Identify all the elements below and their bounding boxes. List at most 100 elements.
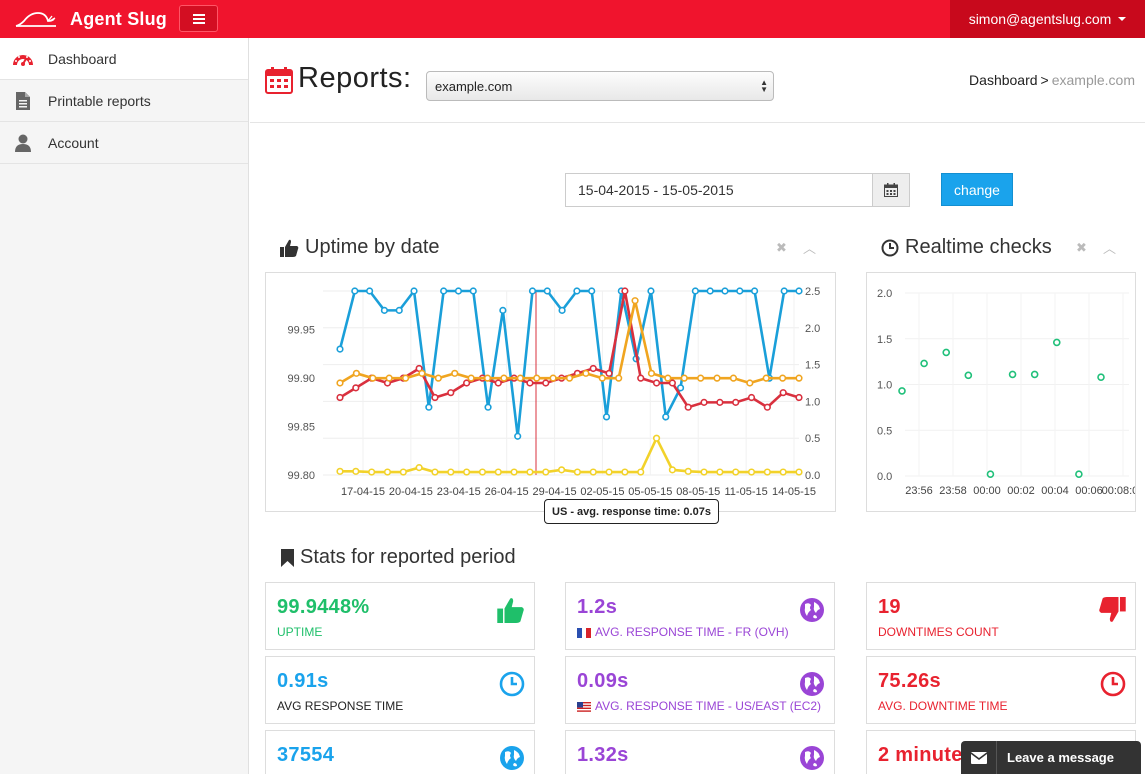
data-point bbox=[964, 371, 973, 380]
data-point bbox=[747, 393, 756, 402]
stat-value: 19 bbox=[878, 596, 901, 618]
data-point bbox=[500, 374, 508, 382]
close-icon[interactable]: ✖ bbox=[1076, 240, 1087, 255]
chart-tooltip: US - avg. response time: 0.07s bbox=[544, 499, 719, 524]
data-point bbox=[684, 403, 692, 411]
user-menu[interactable]: simon@agentslug.com bbox=[950, 0, 1145, 38]
right-axis-tick-label: 2.0 bbox=[805, 323, 820, 335]
thumbs-up-icon bbox=[497, 597, 525, 628]
stat-label-text: AVG. RESPONSE TIME - FR (OVH) bbox=[595, 625, 789, 639]
data-point bbox=[588, 287, 596, 295]
data-point bbox=[440, 287, 448, 295]
change-date-button[interactable]: change bbox=[941, 173, 1013, 206]
data-point bbox=[721, 287, 729, 295]
stat-value: 1.2s bbox=[577, 596, 618, 618]
data-point bbox=[352, 369, 360, 377]
data-point bbox=[647, 287, 655, 295]
data-point bbox=[668, 379, 676, 387]
page-header: Reports: example.com ▲ ▼ Dashboard > exampl… bbox=[250, 38, 1145, 123]
dashboard-gauge-icon bbox=[12, 49, 34, 69]
data-point bbox=[336, 345, 344, 353]
data-point bbox=[418, 369, 426, 377]
realtime-chart: 0.0 0.5 1.0 1.5 2.0 23:56 23:58 00:00 00:02 00:04… bbox=[877, 288, 1144, 497]
data-point bbox=[542, 468, 550, 476]
data-point bbox=[716, 398, 724, 406]
data-point bbox=[1030, 370, 1039, 379]
stat-card: 0.09s AVG. RESPONSE TIME - US/EAST (EC2) bbox=[565, 656, 835, 724]
stat-card: 1.32s bbox=[565, 730, 835, 774]
data-point bbox=[779, 374, 787, 382]
data-point bbox=[484, 403, 492, 411]
series-line-2 bbox=[339, 300, 799, 385]
stat-value: 0.91s bbox=[277, 670, 329, 692]
data-point bbox=[621, 468, 629, 476]
bookmark-icon bbox=[281, 548, 294, 567]
data-point bbox=[395, 306, 403, 314]
data-point bbox=[467, 374, 475, 382]
data-point bbox=[573, 468, 582, 476]
data-point bbox=[415, 464, 423, 472]
y-axis-tick-label: 2.0 bbox=[877, 288, 892, 300]
data-point bbox=[447, 468, 455, 476]
data-point bbox=[637, 468, 645, 476]
data-point bbox=[383, 468, 392, 476]
menu-toggle-button[interactable] bbox=[179, 5, 218, 32]
x-axis-tick-label: 11-05-15 bbox=[725, 486, 768, 498]
right-axis-tick-label: 1.0 bbox=[805, 396, 820, 408]
sidebar-item-dashboard[interactable]: Dashboard bbox=[0, 38, 248, 80]
breadcrumb-dashboard-link[interactable]: Dashboard bbox=[969, 72, 1038, 88]
data-point bbox=[352, 467, 360, 475]
leave-message-button[interactable]: Leave a message bbox=[961, 741, 1141, 774]
user-icon bbox=[12, 133, 34, 153]
breadcrumb-current: example.com bbox=[1051, 72, 1135, 88]
date-picker-button[interactable] bbox=[872, 173, 910, 207]
data-point bbox=[706, 287, 714, 295]
data-point bbox=[700, 398, 708, 406]
left-axis-tick-label: 99.85 bbox=[287, 422, 315, 434]
realtime-panel-title: Realtime checks bbox=[881, 236, 1052, 259]
data-point bbox=[746, 379, 754, 387]
x-axis-tick-label: 00:02 bbox=[1007, 485, 1035, 497]
data-point bbox=[637, 374, 645, 382]
data-point bbox=[779, 468, 787, 476]
sidebar-item-printable-reports[interactable]: Printable reports bbox=[0, 80, 248, 122]
data-point bbox=[549, 374, 557, 382]
data-point bbox=[401, 374, 410, 382]
collapse-icon[interactable]: ︿ bbox=[1103, 241, 1117, 256]
data-point bbox=[514, 432, 522, 440]
envelope-icon bbox=[961, 741, 997, 774]
y-axis-tick-label: 1.0 bbox=[877, 380, 892, 392]
date-range-input[interactable]: 15-04-2015 - 15-05-2015 bbox=[565, 173, 873, 207]
x-axis-tick-label: 14-05-15 bbox=[772, 486, 816, 498]
sidebar-item-account[interactable]: Account bbox=[0, 122, 248, 164]
close-icon[interactable]: ✖ bbox=[776, 240, 787, 255]
data-point bbox=[558, 306, 566, 314]
site-select[interactable]: example.com ▲ ▼ bbox=[426, 71, 774, 101]
x-axis-tick-label: 23-04-15 bbox=[437, 486, 481, 498]
brand[interactable]: Agent Slug bbox=[14, 0, 167, 38]
stat-value: 99.9448% bbox=[277, 596, 370, 618]
breadcrumb-separator: > bbox=[1040, 72, 1049, 88]
data-point bbox=[483, 374, 492, 382]
caret-down-icon bbox=[1118, 17, 1127, 21]
left-axis-tick-label: 99.95 bbox=[287, 325, 315, 337]
data-point bbox=[1075, 470, 1083, 478]
collapse-icon[interactable]: ︿ bbox=[803, 241, 817, 256]
data-point bbox=[533, 374, 541, 382]
data-point bbox=[920, 359, 928, 368]
data-point bbox=[543, 287, 551, 295]
data-point bbox=[380, 306, 389, 314]
stat-value: 37554 bbox=[277, 744, 335, 766]
select-arrows-icon: ▲ ▼ bbox=[760, 78, 768, 94]
data-point bbox=[351, 287, 359, 295]
data-point bbox=[352, 384, 360, 392]
x-axis-tick-label: 17-04-15 bbox=[341, 486, 385, 498]
data-point bbox=[605, 468, 613, 476]
data-point bbox=[986, 470, 995, 478]
stat-label: AVG. DOWNTIME TIME bbox=[878, 699, 1008, 713]
globe-icon bbox=[799, 745, 825, 774]
data-point bbox=[336, 379, 344, 387]
x-axis-tick-label: 00:04 bbox=[1041, 485, 1069, 497]
y-axis-tick-label: 0.5 bbox=[877, 425, 892, 437]
x-axis-tick-label: 00:08:00 bbox=[1102, 485, 1135, 497]
